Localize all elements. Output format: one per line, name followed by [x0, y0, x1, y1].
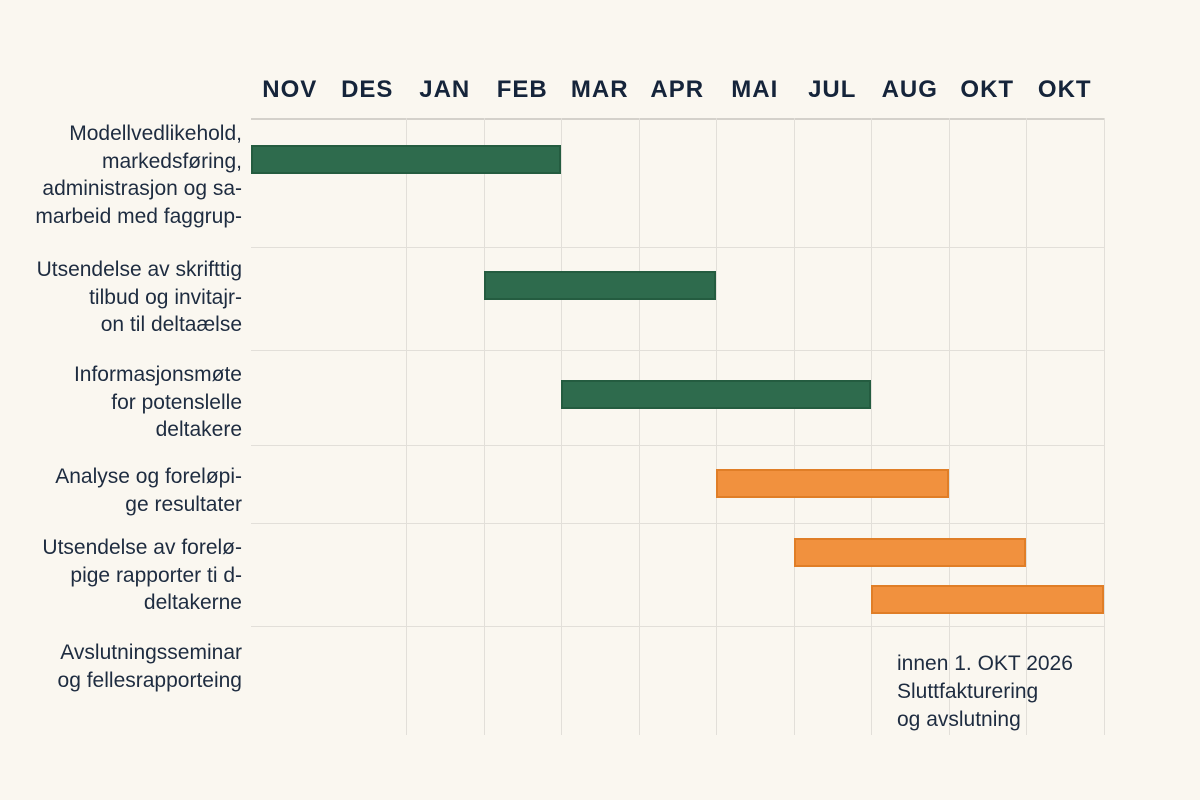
grid-column-line — [1026, 118, 1027, 735]
gantt-bar — [561, 380, 871, 409]
grid-row-line — [251, 523, 1104, 524]
task-label-line: deltakerne — [143, 591, 242, 614]
month-label: APR — [650, 76, 705, 103]
grid-row-line — [251, 118, 1104, 120]
grid-column-line — [793, 118, 795, 735]
annotation-line: og avslutning — [897, 708, 1021, 731]
grid-column-line — [406, 118, 407, 735]
task-label-line: marbeid med faggrup- — [35, 204, 242, 228]
month-label: DES — [341, 76, 394, 103]
month-label: MAR — [570, 76, 629, 103]
grid-row-line — [251, 626, 1104, 627]
task-label-line: deltakere — [155, 418, 242, 441]
month-label: OKT — [1037, 76, 1092, 103]
task-label-line: on til deltaælse — [100, 313, 242, 336]
task-label-line: Utsendelse av forelø- — [42, 536, 242, 559]
task-label-line: markedsføring, — [101, 149, 242, 173]
month-label: OKT — [960, 76, 1015, 103]
annotation-line: innen 1. OKT 2026 — [897, 652, 1073, 675]
month-label: FEB — [496, 76, 548, 103]
gantt-bar — [251, 145, 561, 174]
grid-column-line — [871, 118, 872, 735]
gantt-bar — [793, 538, 1026, 567]
gantt-bar — [871, 585, 1104, 614]
task-label-line: Avslutningsseminar — [60, 641, 242, 664]
grid-column-line — [638, 118, 640, 735]
task-label-line: Utsendelse av skrifttig — [36, 258, 242, 281]
task-label-line: tilbud og invitajr- — [89, 285, 242, 309]
grid-row-line — [251, 247, 1104, 248]
month-label: JAN — [419, 76, 471, 103]
grid-column-line — [716, 118, 717, 735]
grid-column-line — [1103, 118, 1105, 735]
month-label: AUG — [881, 76, 938, 103]
grid-column-line — [483, 118, 485, 735]
month-label: NOV — [262, 76, 318, 103]
grid-column-line — [948, 118, 950, 735]
annotation-line: Sluttfakturering — [897, 680, 1039, 703]
task-label-line: Modellvedlikehold, — [69, 122, 242, 145]
grid-column-line — [561, 118, 562, 735]
task-label-line: administrasjon og sa- — [42, 177, 242, 200]
task-label-line: pige rapporter ti d- — [70, 563, 242, 587]
task-label-line: Analyse og foreløpi- — [55, 465, 242, 488]
task-label-line: for potenslelle — [111, 390, 242, 414]
grid-row-line — [251, 350, 1104, 351]
gantt-bar — [716, 469, 949, 498]
grid-row-line — [251, 445, 1104, 446]
task-label-line: og fellesrapporteing — [57, 668, 242, 692]
task-label-line: Informasjonsmøte — [73, 363, 242, 386]
month-label: MAI — [731, 76, 779, 103]
month-label: JUL — [808, 76, 857, 103]
gantt-bar — [483, 271, 716, 300]
task-label-line: ge resultater — [125, 492, 242, 516]
